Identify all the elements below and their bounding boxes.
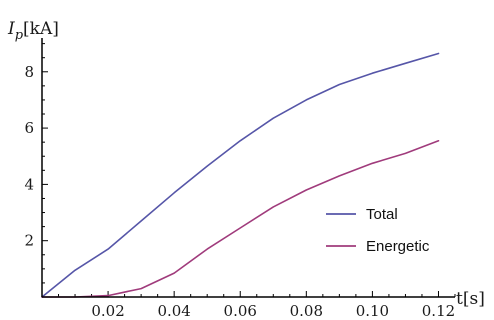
series-layer [41,52,440,298]
series-line-energetic [41,140,440,298]
y-tick-label: 2 [24,232,34,250]
y-axis-subscript: p [15,28,24,43]
legend-label-total: Total [366,206,398,223]
x-tick-label: 0.02 [91,302,124,320]
y-tick-label: 8 [24,63,34,81]
x-tick-label: 0.04 [157,302,190,320]
ticks-layer: 0.02 0.04 0.06 0.08 0.10 0.12 2 4 6 8 [24,43,456,320]
x-tick-label: 0.10 [356,302,389,320]
x-axis-title: t[s] [456,289,485,309]
x-tick-label: 0.12 [422,302,455,320]
legend: Total Energetic [326,206,430,255]
y-axis-unit: [kA] [23,19,59,39]
y-tick-label: 6 [24,119,34,137]
y-axis-title: Ip[kA] [7,19,59,43]
y-axis-symbol: I [7,19,15,39]
x-tick-label: 0.08 [290,302,323,320]
svg-text:Ip[kA]: Ip[kA] [7,19,59,43]
series-line-total [41,52,440,298]
x-tick-label: 0.06 [224,302,257,320]
y-tick-label: 4 [24,175,34,193]
legend-label-energetic: Energetic [366,238,430,255]
